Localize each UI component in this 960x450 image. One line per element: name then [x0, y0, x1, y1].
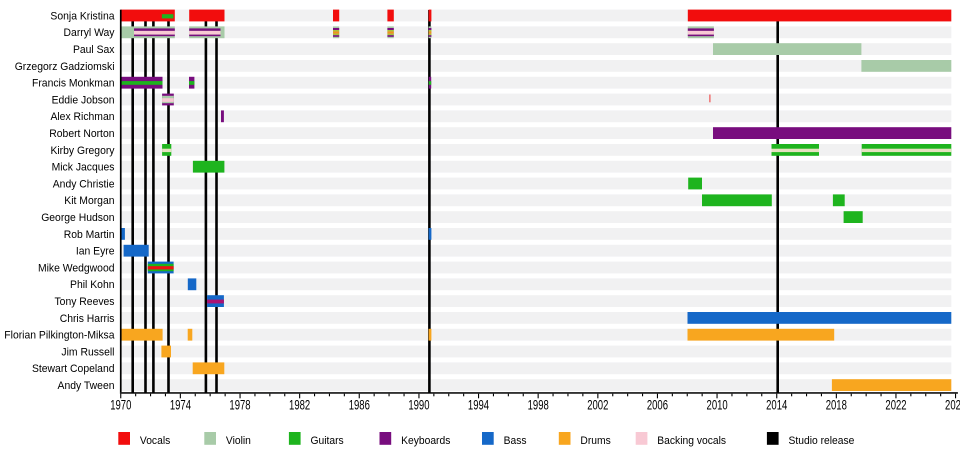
svg-text:Studio release: Studio release — [789, 435, 855, 448]
svg-text:2006: 2006 — [647, 398, 668, 413]
svg-text:Kirby Gregory: Kirby Gregory — [50, 145, 115, 157]
svg-text:2010: 2010 — [707, 398, 728, 413]
svg-text:Backing vocals: Backing vocals — [657, 435, 726, 448]
svg-text:Alex Richman: Alex Richman — [50, 111, 114, 123]
svg-text:Paul Sax: Paul Sax — [73, 44, 115, 56]
svg-text:Stewart Copeland: Stewart Copeland — [32, 363, 115, 375]
svg-text:Guitars: Guitars — [311, 435, 345, 448]
svg-text:Darryl Way: Darryl Way — [64, 27, 116, 39]
svg-text:1990: 1990 — [408, 398, 429, 413]
svg-text:Drums: Drums — [580, 435, 611, 448]
svg-text:1982: 1982 — [289, 398, 310, 413]
svg-text:Mick Jacques: Mick Jacques — [52, 161, 115, 173]
svg-text:2022: 2022 — [885, 398, 906, 413]
svg-text:Tony Reeves: Tony Reeves — [54, 296, 114, 308]
svg-text:2002: 2002 — [587, 398, 608, 413]
svg-text:Eddie Jobson: Eddie Jobson — [52, 94, 115, 106]
svg-text:1998: 1998 — [528, 398, 549, 413]
svg-text:Andy Christie: Andy Christie — [53, 178, 115, 190]
svg-text:2014: 2014 — [766, 398, 788, 413]
svg-text:Robert Norton: Robert Norton — [49, 128, 114, 140]
svg-text:Bass: Bass — [504, 435, 527, 448]
svg-text:Violin: Violin — [226, 435, 251, 448]
svg-text:Rob Martin: Rob Martin — [64, 229, 115, 241]
svg-text:Mike Wedgwood: Mike Wedgwood — [38, 262, 115, 274]
svg-text:2018: 2018 — [826, 398, 847, 413]
svg-text:Florian Pilkington-Miksa: Florian Pilkington-Miksa — [4, 329, 114, 341]
svg-text:Francis Monkman: Francis Monkman — [32, 77, 115, 89]
svg-text:Vocals: Vocals — [140, 435, 171, 448]
svg-text:George Hudson: George Hudson — [41, 212, 114, 224]
svg-text:1974: 1974 — [170, 398, 192, 413]
svg-text:1994: 1994 — [468, 398, 490, 413]
svg-text:1986: 1986 — [349, 398, 370, 413]
svg-text:Grzegorz Gadziomski: Grzegorz Gadziomski — [15, 61, 115, 73]
svg-text:Kit Morgan: Kit Morgan — [64, 195, 114, 207]
svg-text:Jim Russell: Jim Russell — [61, 346, 114, 358]
svg-text:Andy Tween: Andy Tween — [58, 380, 115, 392]
svg-text:Phil Kohn: Phil Kohn — [70, 279, 114, 291]
svg-text:2026: 2026 — [945, 398, 960, 413]
svg-text:Ian Eyre: Ian Eyre — [76, 245, 115, 257]
svg-text:Keyboards: Keyboards — [401, 435, 451, 448]
svg-text:1970: 1970 — [110, 398, 131, 413]
svg-text:Chris Harris: Chris Harris — [60, 313, 115, 325]
svg-text:1978: 1978 — [229, 398, 250, 413]
svg-text:Sonja Kristina: Sonja Kristina — [50, 10, 114, 22]
